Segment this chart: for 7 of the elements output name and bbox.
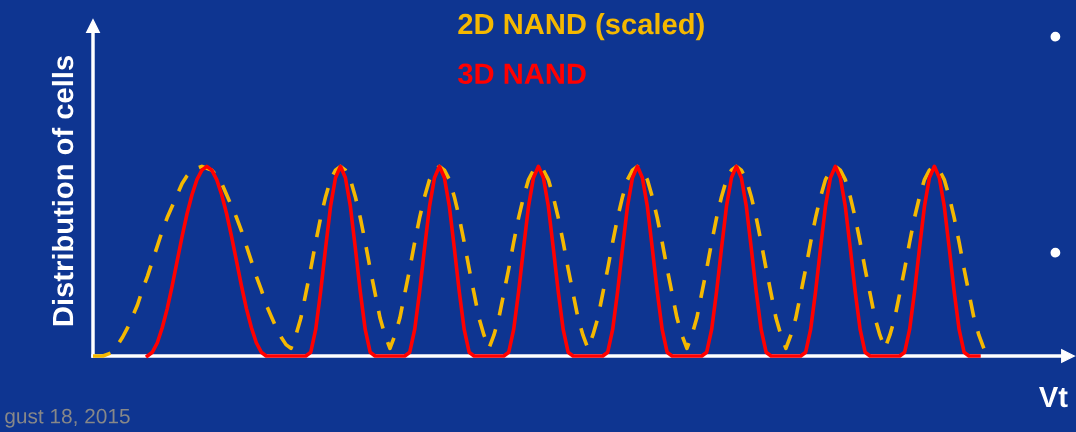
text: • xyxy=(1050,31,1061,42)
annotation: • xyxy=(1050,247,1061,258)
x-axis-title: Vt xyxy=(1039,386,1068,408)
y-axis-title: Distribution of cells xyxy=(51,56,74,326)
text: 2D NAND (scaled) xyxy=(458,12,704,41)
text: 3D NAND xyxy=(457,63,586,85)
text: gust 18, 2015 xyxy=(5,408,130,428)
